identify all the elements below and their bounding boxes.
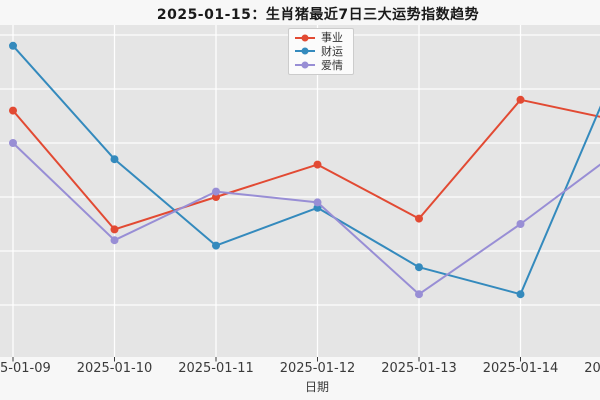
love-line-marker-icon	[295, 61, 315, 69]
x-tick-label: 2025-01-15	[584, 361, 600, 376]
x-tick-label: 2025-01-13	[381, 361, 457, 376]
x-tick-label: 2025-01-09	[0, 361, 51, 376]
legend-item-wealth: 财运	[295, 45, 347, 58]
x-tick-label: 2025-01-12	[279, 361, 356, 376]
x-tick-label: 2025-01-11	[178, 361, 254, 376]
legend-label-love: 爱情	[321, 58, 343, 72]
x-tick-label: 2025-01-10	[76, 361, 153, 376]
chart-title: 2025-01-15：生肖猪最近7日三大运势指数趋势	[156, 7, 480, 23]
legend-item-career: 事业	[295, 31, 347, 44]
wealth-line-marker-icon	[295, 47, 315, 55]
x-axis-title: 日期	[304, 380, 329, 394]
legend-box: 事业 财运 爱情	[288, 28, 354, 75]
career-line-marker-icon	[295, 34, 315, 42]
legend-item-love: 爱情	[295, 59, 347, 72]
x-tick-label: 2025-01-14	[482, 361, 559, 376]
legend-label-wealth: 财运	[321, 44, 343, 58]
legend-label-career: 事业	[321, 31, 343, 45]
